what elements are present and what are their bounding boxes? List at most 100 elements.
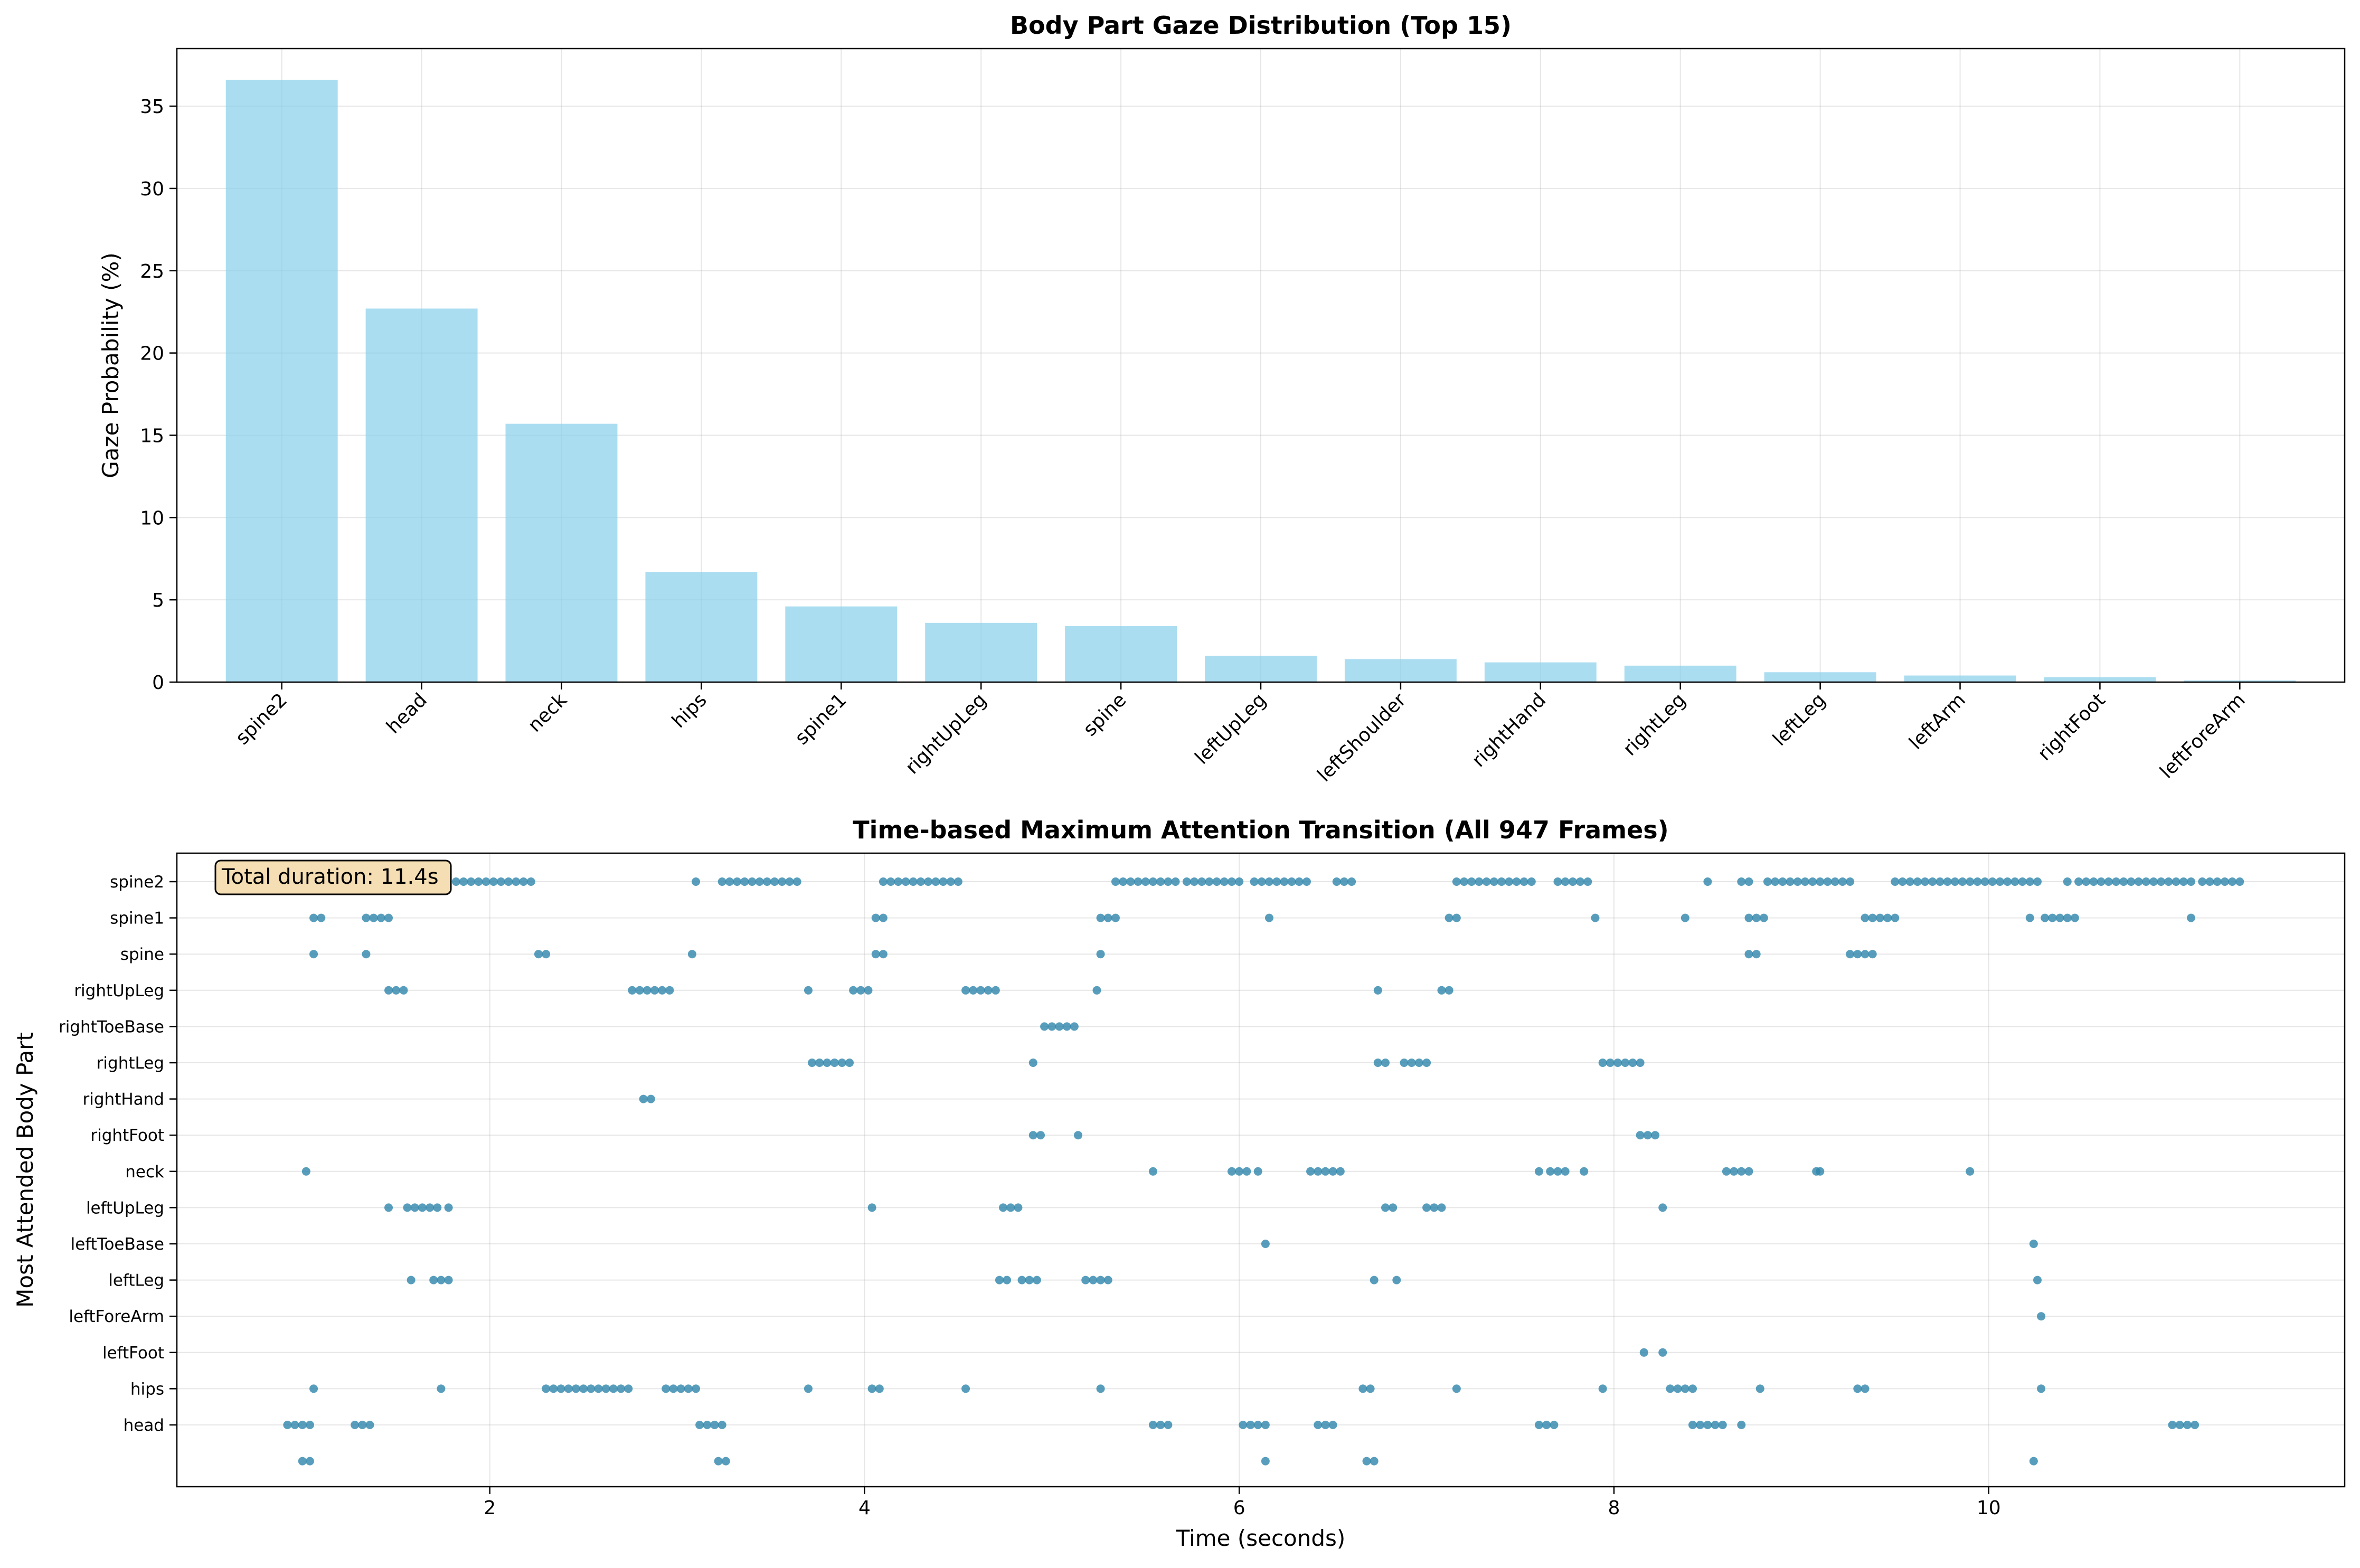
point-spine2 — [1943, 877, 1952, 886]
point-spine1 — [317, 913, 326, 922]
point-rightLeg — [845, 1059, 854, 1067]
point-rightLeg — [1373, 1059, 1382, 1067]
point-spine — [1846, 950, 1855, 959]
bar-leftLeg — [1764, 672, 1876, 682]
point-hips — [867, 1384, 876, 1393]
bar-neck — [505, 423, 618, 682]
point-spine1 — [2041, 913, 2050, 922]
point-unlabeled — [721, 1457, 730, 1466]
point-hips — [1358, 1384, 1367, 1393]
point-spine2 — [2235, 877, 2244, 886]
point-spine1 — [2025, 913, 2034, 922]
point-spine2 — [1568, 877, 1577, 886]
x-tick-label-rightUpLeg: rightUpLeg — [901, 689, 990, 778]
point-rightUpLeg — [658, 986, 667, 995]
point-head — [710, 1421, 719, 1429]
x-tick-label: 4 — [858, 1497, 871, 1519]
point-rightUpLeg — [969, 986, 978, 995]
y-tick-label-leftUpLeg: leftUpLeg — [86, 1198, 164, 1217]
point-spine1 — [1452, 913, 1461, 922]
point-hips — [1688, 1384, 1697, 1393]
point-hips — [1755, 1384, 1764, 1393]
point-rightLeg — [1636, 1059, 1645, 1067]
point-spine1 — [1868, 913, 1877, 922]
x-tick-label-leftArm: leftArm — [1905, 689, 1969, 753]
point-spine2 — [1126, 877, 1135, 886]
point-leftUpLeg — [1422, 1203, 1431, 1212]
point-hips — [1452, 1384, 1461, 1393]
point-leftUpLeg — [1389, 1203, 1398, 1212]
point-spine2 — [1737, 877, 1746, 886]
y-tick-label-spine2: spine2 — [110, 873, 164, 892]
point-spine2 — [939, 877, 948, 886]
point-rightUpLeg — [849, 986, 858, 995]
point-head — [2183, 1421, 2192, 1429]
y-tick-label-head: head — [124, 1416, 164, 1435]
bar-leftShoulder — [1344, 659, 1457, 682]
point-spine2 — [785, 877, 794, 886]
point-spine1 — [384, 913, 393, 922]
point-rightUpLeg — [856, 986, 865, 995]
point-spine2 — [1505, 877, 1514, 886]
point-hips — [1853, 1384, 1862, 1393]
point-neck — [1242, 1167, 1251, 1176]
point-rightLeg — [837, 1059, 846, 1067]
bar-leftForeArm — [2184, 680, 2296, 682]
point-spine2 — [778, 877, 787, 886]
point-spine2 — [1576, 877, 1585, 886]
point-spine2 — [2010, 877, 2019, 886]
point-head — [1535, 1421, 1544, 1429]
point-neck — [1314, 1167, 1323, 1176]
point-spine2 — [2228, 877, 2237, 886]
point-spine2 — [467, 877, 476, 886]
point-hips — [684, 1384, 693, 1393]
point-hips — [1096, 1384, 1105, 1393]
bar-spine1 — [785, 606, 898, 682]
point-head — [298, 1421, 307, 1429]
point-spine2 — [2198, 877, 2207, 886]
scatter-chart-points — [283, 877, 2244, 1466]
point-leftUpLeg — [403, 1203, 412, 1212]
point-rightLeg — [1414, 1059, 1423, 1067]
point-spine2 — [1988, 877, 1997, 886]
point-spine2 — [770, 877, 779, 886]
point-rightToeBase — [1062, 1022, 1071, 1031]
point-neck — [1306, 1167, 1315, 1176]
point-spine2 — [1905, 877, 1914, 886]
scatter-chart-x-ticks: 2 4 6 8 10 — [484, 1487, 2001, 1519]
scatter-chart: Time-based Maximum Attention Transition … — [12, 816, 2346, 1551]
point-head — [1737, 1421, 1746, 1429]
point-neck — [1235, 1167, 1244, 1176]
point-spine2 — [916, 877, 925, 886]
point-hips — [1598, 1384, 1607, 1393]
point-neck — [1227, 1167, 1236, 1176]
point-head — [2168, 1421, 2177, 1429]
point-head — [1246, 1421, 1255, 1429]
point-rightUpLeg — [804, 986, 813, 995]
point-spine2 — [1156, 877, 1165, 886]
point-spine2 — [1793, 877, 1802, 886]
point-spine2 — [2063, 877, 2072, 886]
point-spine2 — [2172, 877, 2180, 886]
point-spine2 — [1272, 877, 1281, 886]
y-tick-label: 25 — [140, 261, 164, 282]
point-spine2 — [1171, 877, 1180, 886]
point-spine2 — [451, 877, 460, 886]
point-spine2 — [1134, 877, 1143, 886]
point-spine2 — [733, 877, 742, 886]
point-spine2 — [526, 877, 535, 886]
point-leftUpLeg — [999, 1203, 1008, 1212]
point-spine2 — [1227, 877, 1236, 886]
point-hips — [601, 1384, 610, 1393]
point-spine2 — [1220, 877, 1229, 886]
point-spine2 — [1980, 877, 1989, 886]
point-spine2 — [1475, 877, 1484, 886]
bar-leftArm — [1904, 675, 2016, 682]
point-spine2 — [2018, 877, 2027, 886]
scatter-chart-y-ticks: spine2 spine1 spine rightUpLeg rightToeBase r… — [59, 873, 177, 1435]
point-spine2 — [1190, 877, 1199, 886]
point-leftLeg — [444, 1276, 453, 1284]
point-spine2 — [2089, 877, 2098, 886]
point-spine1 — [2186, 913, 2195, 922]
